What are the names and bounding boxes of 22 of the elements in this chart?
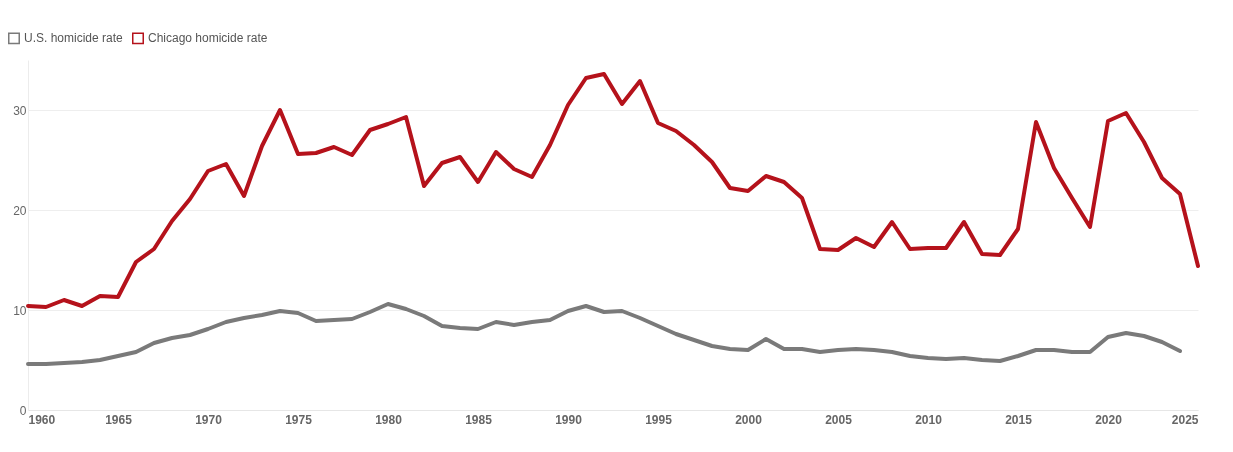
x-tick-label: 1965 — [105, 412, 133, 427]
y-tick-label: 30 — [13, 103, 27, 118]
x-tick-label: 2000 — [735, 412, 763, 427]
x-tick-label: 1985 — [465, 412, 493, 427]
y-tick-label: 20 — [13, 203, 27, 218]
x-tick-label: 2020 — [1095, 412, 1123, 427]
y-tick-label: 10 — [13, 303, 27, 318]
x-tick-label: 2015 — [1005, 412, 1033, 427]
x-tick-label: 1970 — [195, 412, 223, 427]
x-tick-label: 1995 — [645, 412, 673, 427]
legend-label: Chicago homicide rate — [148, 31, 268, 46]
x-tick-label: 1980 — [375, 412, 403, 427]
x-tick-label: 2005 — [825, 412, 853, 427]
line-series — [26, 302, 1182, 366]
x-tick-label: 2010 — [915, 412, 943, 427]
y-tick-label: 0 — [19, 403, 27, 418]
x-tick-label: 2025 — [1171, 412, 1199, 427]
line-series — [26, 72, 1200, 309]
x-tick-label: 1975 — [285, 412, 313, 427]
x-tick-label: 1990 — [555, 412, 583, 427]
x-tick-label: 1960 — [28, 412, 56, 427]
legend-label: U.S. homicide rate — [24, 31, 124, 46]
